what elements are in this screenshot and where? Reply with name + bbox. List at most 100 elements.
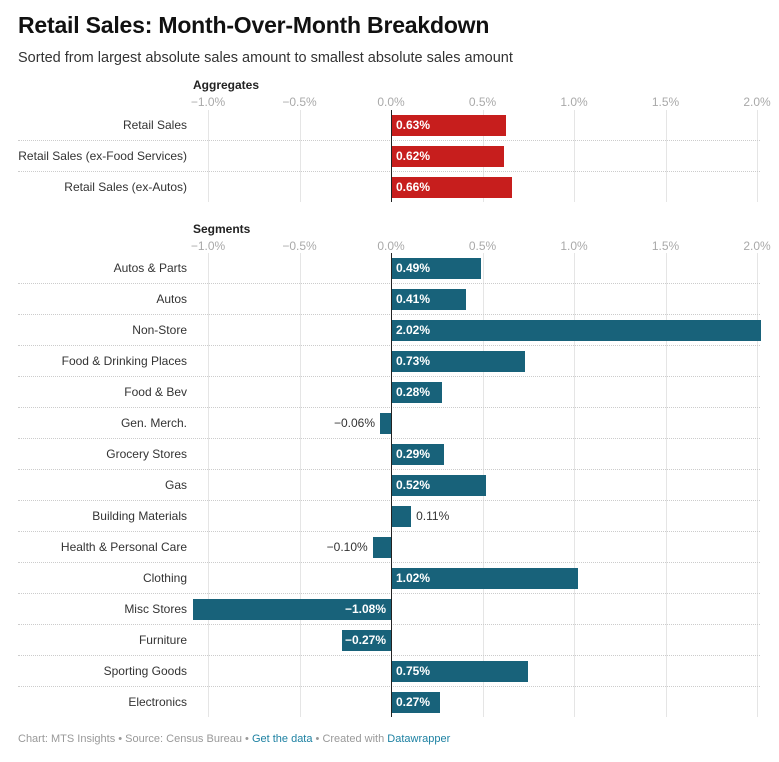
segment-row-label: Food & Bev xyxy=(124,385,187,399)
value-label: 0.11% xyxy=(416,509,450,523)
row-separator xyxy=(18,469,760,470)
chart-subtitle: Sorted from largest absolute sales amoun… xyxy=(18,50,513,66)
gridline xyxy=(574,110,575,202)
x-tick-label: 1.0% xyxy=(560,239,588,253)
segment-bar xyxy=(380,413,391,434)
segment-row-label: Clothing xyxy=(142,571,187,585)
row-separator xyxy=(18,376,760,377)
segment-row-label: Autos xyxy=(156,292,187,306)
gridline xyxy=(299,253,301,717)
row-separator xyxy=(18,531,760,532)
row-separator xyxy=(18,624,760,625)
chart-title: Retail Sales: Month-Over-Month Breakdown xyxy=(18,12,490,38)
segment-row-label: Health & Personal Care xyxy=(60,540,187,554)
row-separator xyxy=(18,686,760,687)
segment-bar xyxy=(391,351,525,372)
value-label: 0.66% xyxy=(396,180,431,194)
aggregate-bar xyxy=(391,115,507,136)
gridline xyxy=(574,253,575,717)
value-label: 0.41% xyxy=(396,292,431,306)
x-tick-label: 1.5% xyxy=(651,95,680,109)
row-separator xyxy=(18,500,760,501)
x-tick-label: 0.0% xyxy=(377,95,405,109)
value-label: 0.28% xyxy=(396,385,431,399)
created-with-text: Created with xyxy=(322,733,385,745)
aggregate-row-label: Retail Sales xyxy=(122,118,187,132)
x-tick-label: 0.5% xyxy=(468,239,497,253)
segment-bar xyxy=(391,568,578,589)
gridline xyxy=(757,110,758,202)
segment-row-label: Grocery Stores xyxy=(106,447,187,461)
gridline xyxy=(757,253,758,717)
value-label: 2.02% xyxy=(396,323,431,337)
segment-bar xyxy=(391,692,441,713)
row-separator xyxy=(18,438,760,439)
chart-credit: Chart: MTS Insights xyxy=(18,733,116,745)
segment-row-label: Sporting Goods xyxy=(103,664,187,678)
gridline xyxy=(665,253,667,717)
value-label: 0.27% xyxy=(396,695,431,709)
value-label: 0.49% xyxy=(396,261,431,275)
value-label: −0.06% xyxy=(333,416,376,430)
x-tick-label: 2.0% xyxy=(743,95,771,109)
row-separator xyxy=(18,314,760,315)
x-tick-label: 1.0% xyxy=(560,95,588,109)
x-tick-label: 2.0% xyxy=(743,239,771,253)
value-label: 0.75% xyxy=(396,664,431,678)
aggregate-bar xyxy=(391,146,505,167)
x-tick-label: −1.0% xyxy=(190,95,226,109)
segments-title: Segments xyxy=(193,222,251,236)
segment-bar xyxy=(391,444,445,465)
footer-separator: • xyxy=(115,733,126,745)
x-tick-label: −0.5% xyxy=(282,95,317,109)
x-tick-label: 0.5% xyxy=(468,95,497,109)
aggregate-row-label: Retail Sales (ex-Food Services) xyxy=(18,149,187,163)
row-separator xyxy=(18,655,760,656)
segment-bar xyxy=(391,320,761,341)
footer-separator: • xyxy=(312,733,323,745)
x-tick-label: −0.5% xyxy=(282,239,317,253)
get-the-data-link[interactable]: Get the data xyxy=(251,733,313,745)
zero-baseline xyxy=(391,253,392,717)
value-label: 0.29% xyxy=(396,447,431,461)
gridline xyxy=(299,110,301,202)
aggregates-title: Aggregates xyxy=(193,78,260,92)
row-separator xyxy=(18,593,760,594)
segment-row-label: Electronics xyxy=(128,695,187,709)
datawrapper-link[interactable]: Datawrapper xyxy=(387,733,451,745)
row-separator xyxy=(18,171,760,172)
segment-row-label: Autos & Parts xyxy=(113,261,187,275)
value-label: 0.52% xyxy=(396,478,431,492)
segment-row-label: Furniture xyxy=(138,633,187,647)
gridline xyxy=(208,110,209,202)
value-label: 1.02% xyxy=(396,571,431,585)
aggregate-bar xyxy=(391,177,512,198)
footer-separator: • xyxy=(241,733,252,745)
row-separator xyxy=(18,283,760,284)
value-label: 0.73% xyxy=(396,354,431,368)
segment-bar xyxy=(391,506,412,527)
segment-bar xyxy=(391,475,487,496)
value-label: −0.10% xyxy=(326,540,368,554)
footer: Chart: MTS Insights • Source: Census Bur… xyxy=(18,733,450,745)
value-label: 0.63% xyxy=(396,118,431,132)
x-tick-label: 1.5% xyxy=(651,239,680,253)
aggregate-row-label: Retail Sales (ex-Autos) xyxy=(64,180,187,194)
segment-row-label: Building Materials xyxy=(92,509,187,523)
value-label: −0.27% xyxy=(344,633,386,647)
gridline xyxy=(665,110,667,202)
segment-bar xyxy=(391,289,467,310)
segment-row-label: Non-Store xyxy=(132,323,187,337)
segment-bar xyxy=(391,661,529,682)
segment-bar xyxy=(391,258,481,279)
row-separator xyxy=(18,407,760,408)
segment-row-label: Gas xyxy=(164,478,187,492)
segment-bar xyxy=(372,537,391,558)
row-separator xyxy=(18,140,760,141)
x-tick-label: 0.0% xyxy=(377,239,405,253)
x-tick-label: −1.0% xyxy=(190,239,226,253)
segment-row-label: Gen. Merch. xyxy=(120,416,187,430)
segment-row-label: Food & Drinking Places xyxy=(61,354,187,368)
value-label: 0.62% xyxy=(396,149,431,163)
row-separator xyxy=(18,345,760,346)
